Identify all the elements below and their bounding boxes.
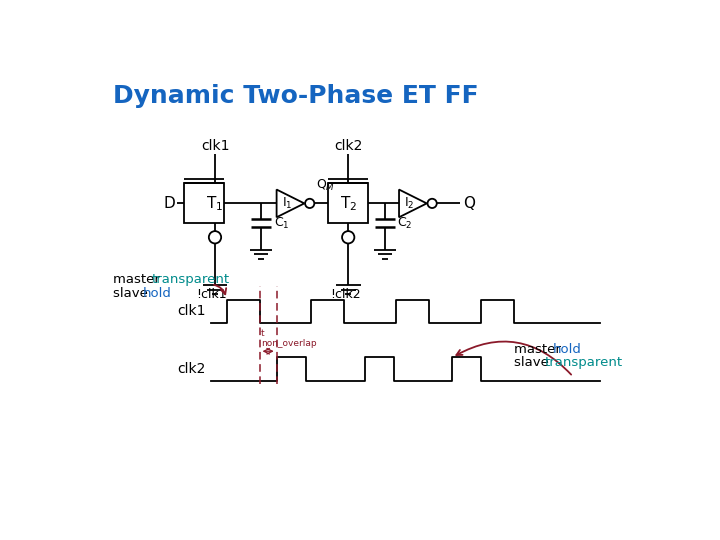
Text: transparent: transparent — [152, 273, 230, 286]
Text: t
non_overlap: t non_overlap — [261, 329, 317, 348]
Text: Q: Q — [463, 196, 475, 211]
Text: clk2: clk2 — [177, 362, 206, 376]
Text: master: master — [514, 343, 565, 356]
Text: transparent: transparent — [544, 356, 623, 369]
Text: !clk2: !clk2 — [330, 288, 361, 301]
Text: !clk1: !clk1 — [197, 288, 228, 301]
Text: I$_1$: I$_1$ — [282, 196, 292, 211]
Text: clk1: clk1 — [201, 139, 229, 153]
Text: C$_2$: C$_2$ — [397, 216, 413, 231]
Text: hold: hold — [552, 343, 581, 356]
Text: T$_2$: T$_2$ — [340, 194, 357, 213]
Text: Q$_M$: Q$_M$ — [316, 178, 335, 193]
Text: D: D — [163, 196, 175, 211]
Text: C$_1$: C$_1$ — [274, 216, 289, 231]
Text: slave: slave — [514, 356, 553, 369]
Text: Dynamic Two-Phase ET FF: Dynamic Two-Phase ET FF — [113, 84, 479, 108]
Bar — [184, 184, 224, 224]
Text: I$_2$: I$_2$ — [405, 196, 415, 211]
Text: T$_1$: T$_1$ — [207, 194, 224, 213]
Text: clk1: clk1 — [177, 304, 206, 318]
Bar — [328, 184, 368, 224]
Text: clk2: clk2 — [334, 139, 362, 153]
Text: master: master — [113, 273, 164, 286]
Text: hold: hold — [143, 287, 171, 300]
Text: slave: slave — [113, 287, 153, 300]
